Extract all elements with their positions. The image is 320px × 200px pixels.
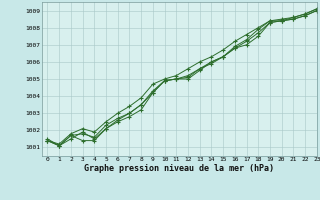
X-axis label: Graphe pression niveau de la mer (hPa): Graphe pression niveau de la mer (hPa)	[84, 164, 274, 173]
